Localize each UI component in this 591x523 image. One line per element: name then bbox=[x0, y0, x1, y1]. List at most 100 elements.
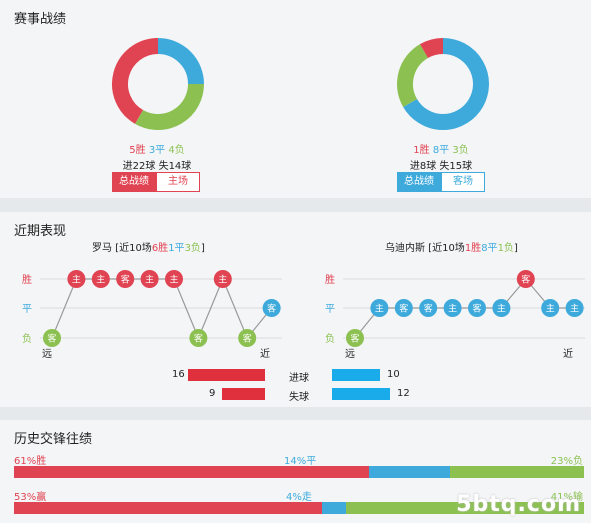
form-venue-label: 客 bbox=[121, 274, 130, 286]
team-name: 罗马 bbox=[92, 243, 112, 254]
h2h-win-label: 61%胜 bbox=[14, 456, 47, 467]
form-y-label: 胜 bbox=[22, 274, 32, 286]
home-goals-for-bar bbox=[188, 369, 265, 381]
home-filter-tabs: 总战绩 主场 bbox=[112, 172, 200, 192]
form-y-label: 胜 bbox=[325, 274, 335, 286]
form-venue-label: 主 bbox=[375, 303, 384, 315]
away-form-header: 乌迪内斯 [近10场1胜8平1负] bbox=[385, 239, 518, 254]
goals-for-label: 进球 bbox=[289, 373, 309, 384]
draw-count: 8平 bbox=[432, 145, 450, 156]
form-y-label: 平 bbox=[325, 304, 335, 315]
form-suffix: ] bbox=[513, 243, 518, 254]
section-title: 历史交锋往绩 bbox=[14, 432, 93, 447]
form-venue-label: 客 bbox=[424, 303, 433, 315]
form-venue-label: 客 bbox=[399, 303, 408, 315]
form-result-marker bbox=[238, 329, 257, 347]
form-result-marker bbox=[565, 299, 584, 317]
h2h-handicap-push-label: 4%走 bbox=[286, 492, 312, 503]
donut-draw-slice bbox=[403, 38, 489, 130]
home-goals-for-value: 16 bbox=[172, 369, 185, 380]
section-title: 赛事战绩 bbox=[14, 12, 67, 27]
form-win: 6胜 bbox=[151, 243, 169, 254]
form-win: 1胜 bbox=[464, 243, 482, 254]
donut-loss-slice bbox=[397, 44, 429, 107]
h2h-draw-segment bbox=[368, 466, 451, 478]
form-y-label: 负 bbox=[22, 332, 32, 345]
h2h-handicap-win-segment bbox=[14, 502, 323, 514]
form-result-marker bbox=[394, 299, 413, 317]
form-trend-line bbox=[354, 278, 575, 339]
home-goals-against-bar bbox=[222, 388, 265, 400]
form-loss: 3负 bbox=[184, 243, 201, 254]
form-trend-line bbox=[51, 277, 273, 340]
form-venue-label: 主 bbox=[546, 303, 555, 315]
away-goals-summary: 进8球 失15球 bbox=[409, 161, 473, 172]
away-goals-against-value: 12 bbox=[397, 388, 410, 399]
form-venue-label: 客 bbox=[243, 333, 252, 345]
form-result-marker bbox=[346, 329, 364, 347]
away-goals-for-value: 10 bbox=[387, 369, 400, 380]
away-record-donut bbox=[397, 38, 489, 130]
form-y-label: 负 bbox=[325, 332, 335, 345]
away-form-chart: 胜平负 客主客客主客主客主 主远近 bbox=[325, 270, 585, 360]
form-near-label: 近 bbox=[260, 347, 270, 360]
section-title: 近期表现 bbox=[14, 224, 67, 239]
form-result-marker bbox=[213, 270, 232, 288]
form-result-marker bbox=[541, 299, 560, 317]
head-to-head-panel: 历史交锋往绩 61%胜 14%平 23%负 53%赢 4%走 41%输 5btq… bbox=[0, 420, 591, 523]
draw-count: 3平 bbox=[148, 145, 166, 156]
tab-total-record[interactable]: 总战绩 bbox=[397, 172, 441, 192]
home-form-chart: 胜平负 客主主客主主客主客客远近 bbox=[22, 270, 282, 360]
form-far-label: 远 bbox=[42, 348, 52, 360]
form-venue-label: 主 bbox=[96, 274, 105, 286]
form-result-marker bbox=[443, 299, 462, 317]
away-goals-against-bar bbox=[332, 388, 390, 400]
tab-away[interactable]: 客场 bbox=[441, 172, 485, 192]
form-venue-label: 主 bbox=[448, 303, 457, 315]
h2h-handicap-loss-label: 41%输 bbox=[550, 492, 583, 503]
form-result-marker bbox=[468, 299, 486, 317]
away-goals-for-bar bbox=[332, 369, 380, 381]
form-venue-label: 主 bbox=[218, 274, 227, 286]
donut-loss-slice bbox=[135, 83, 204, 130]
watermark-logo: 5btq.com bbox=[456, 492, 581, 517]
form-result-marker bbox=[67, 270, 86, 288]
tab-total-record[interactable]: 总战绩 bbox=[112, 172, 156, 192]
win-count: 1胜 bbox=[413, 145, 430, 156]
match-record-panel: 赛事战绩 5胜 3平 4负 进22球 失14球 总战绩 主场 1胜 8平 3负 … bbox=[0, 0, 591, 198]
form-result-marker bbox=[43, 329, 61, 347]
form-draw: 8平 bbox=[481, 243, 498, 254]
form-result-marker bbox=[516, 270, 535, 288]
h2h-win-segment bbox=[14, 466, 369, 478]
form-result-marker bbox=[492, 299, 511, 317]
donut-win-slice bbox=[420, 38, 444, 59]
form-result-marker bbox=[116, 270, 135, 288]
donut-draw-slice bbox=[157, 38, 204, 85]
away-filter-tabs: 总战绩 客场 bbox=[397, 172, 485, 192]
form-venue-label: 客 bbox=[47, 333, 56, 345]
tab-home[interactable]: 主场 bbox=[156, 172, 200, 192]
home-record-donut bbox=[112, 38, 204, 130]
h2h-loss-segment bbox=[450, 466, 584, 478]
form-far-label: 远 bbox=[345, 348, 355, 360]
h2h-handicap-bar bbox=[14, 502, 584, 514]
home-record-summary: 5胜 3平 4负 bbox=[87, 141, 227, 156]
h2h-result-bar bbox=[14, 466, 584, 478]
away-record-summary: 1胜 8平 3负 bbox=[371, 141, 511, 156]
goals-against-label: 失球 bbox=[289, 392, 309, 403]
home-goals-against-value: 9 bbox=[209, 388, 216, 399]
form-venue-label: 主 bbox=[570, 303, 579, 315]
form-suffix: ] bbox=[200, 243, 205, 254]
form-venue-label: 客 bbox=[521, 274, 530, 286]
donut-win-slice bbox=[112, 38, 159, 124]
home-form-header: 罗马 [近10场6胜1平3负] bbox=[92, 239, 205, 254]
h2h-draw-label: 14%平 bbox=[284, 456, 317, 467]
form-venue-label: 主 bbox=[145, 274, 154, 286]
form-venue-label: 客 bbox=[472, 303, 481, 315]
form-near-label: 近 bbox=[563, 347, 573, 360]
form-result-marker bbox=[189, 329, 208, 347]
form-y-label: 平 bbox=[22, 304, 32, 315]
form-result-marker bbox=[370, 299, 389, 317]
form-prefix: [近10场 bbox=[425, 243, 465, 254]
form-draw: 1平 bbox=[168, 243, 185, 254]
